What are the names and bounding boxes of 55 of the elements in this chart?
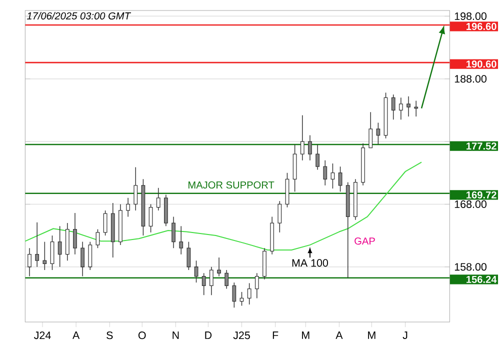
- annotation: GAP: [354, 237, 375, 244]
- y-tick-label: 158.00: [454, 262, 486, 271]
- ref-line-label: 169.72: [466, 191, 496, 198]
- candlestick: [406, 96, 410, 117]
- annotation: MAJOR SUPPORT: [188, 181, 274, 188]
- candlestick: [118, 204, 122, 246]
- candlestick: [262, 248, 266, 280]
- candlestick: [28, 248, 32, 276]
- candlestick: [65, 222, 70, 261]
- x-tick-label: M: [368, 331, 376, 339]
- y-tick-label: 188.00: [454, 74, 486, 82]
- x-tick-label: J: [402, 331, 408, 339]
- candlestick: [414, 100, 418, 117]
- x-tick-label: J24: [34, 331, 51, 339]
- x-tick-label: D: [205, 331, 212, 339]
- candlestick: [361, 142, 365, 186]
- candlestick: [73, 212, 77, 255]
- ref-line-label: 196.60: [466, 22, 496, 30]
- candlestick: [110, 202, 115, 258]
- candlestick: [217, 256, 221, 276]
- annotation: 17/06/2025 03:00 GMT: [26, 12, 132, 20]
- candlestick: [330, 162, 335, 189]
- x-tick-label: A: [72, 331, 80, 339]
- candlestick: [224, 269, 229, 290]
- candlestick: [126, 197, 130, 217]
- candlestick: [270, 216, 274, 255]
- candlestick: [179, 226, 184, 255]
- candlestick: [164, 194, 168, 226]
- candlestick: [300, 114, 304, 161]
- x-tick-label: A: [336, 331, 343, 339]
- candlestick: [58, 226, 62, 268]
- y-tick-label: 198.00: [454, 12, 486, 20]
- candlestick: [398, 97, 403, 120]
- candlestick: [209, 266, 214, 296]
- ref-line-label: 190.60: [466, 60, 496, 68]
- candlestick: [254, 272, 259, 298]
- x-tick-label: M: [302, 331, 310, 339]
- x-tick-label: S: [106, 331, 113, 339]
- x-tick-label: O: [138, 331, 146, 339]
- line-series: [24, 162, 422, 250]
- candlestick: [172, 216, 176, 248]
- x-tick-label: J25: [233, 331, 250, 339]
- x-tick-label: N: [172, 331, 179, 339]
- x-tick-label: F: [272, 331, 278, 339]
- candlestick: [292, 144, 297, 192]
- y-tick-label: 168.00: [454, 200, 486, 208]
- candlestick: [80, 241, 85, 276]
- candlestick: [354, 178, 358, 220]
- ref-line-label: 156.24: [466, 276, 497, 283]
- ref-line-label: 177.52: [466, 142, 496, 150]
- candlestick: [346, 182, 350, 278]
- series-label: MA 100: [292, 258, 328, 267]
- candlestick: [35, 222, 40, 268]
- candlestick: [316, 144, 320, 170]
- candlestick: [308, 134, 312, 161]
